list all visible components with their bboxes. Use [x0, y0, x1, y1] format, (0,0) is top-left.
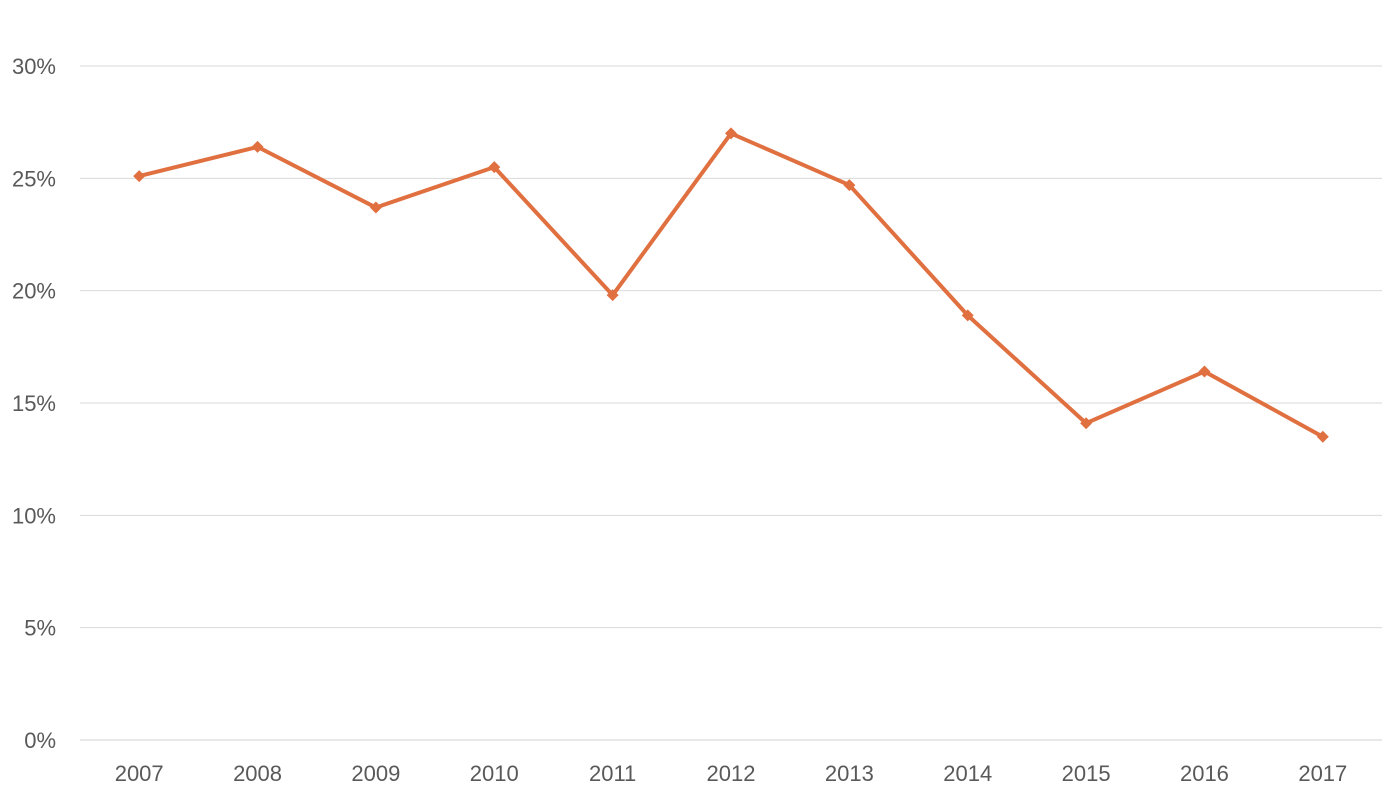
x-tick-label: 2009 [351, 761, 400, 786]
data-point-marker [1080, 417, 1093, 430]
y-tick-label: 0% [24, 728, 56, 753]
x-tick-label: 2011 [589, 761, 636, 786]
series-line [137, 131, 1325, 439]
x-tick-label: 2012 [707, 761, 756, 786]
y-tick-label: 5% [24, 616, 56, 641]
y-tick-label: 30% [12, 54, 56, 79]
x-tick-label: 2017 [1298, 761, 1347, 786]
x-tick-label: 2015 [1062, 761, 1111, 786]
data-point-marker [1316, 430, 1329, 443]
x-tick-label: 2010 [470, 761, 519, 786]
data-point-marker [488, 161, 501, 174]
data-point-marker [369, 201, 382, 214]
data-point-marker [725, 127, 737, 140]
gridlines [80, 65, 1382, 741]
x-tick-label: 2014 [943, 761, 992, 786]
y-tick-label: 15% [12, 391, 56, 416]
y-axis-tick-labels: 0% 5% 10% 15% 20% 25% 30% [12, 54, 56, 753]
data-point-marker [961, 309, 974, 322]
x-tick-label: 2016 [1180, 761, 1229, 786]
data-point-marker [251, 140, 264, 153]
data-point-marker [843, 179, 856, 192]
x-tick-label: 2013 [825, 761, 874, 786]
series-layer [133, 127, 1329, 443]
data-point-marker [133, 170, 146, 183]
y-tick-label: 20% [12, 279, 56, 304]
x-tick-label: 2008 [233, 761, 282, 786]
data-point-marker [1198, 365, 1211, 378]
data-point-marker [606, 289, 619, 302]
x-axis-tick-labels: 2007 2008 2009 2010 2011 2012 2013 2014 2015 2016… [115, 761, 1348, 786]
y-tick-label: 10% [12, 503, 56, 528]
x-tick-label: 2007 [115, 761, 164, 786]
y-tick-label: 25% [12, 166, 56, 191]
